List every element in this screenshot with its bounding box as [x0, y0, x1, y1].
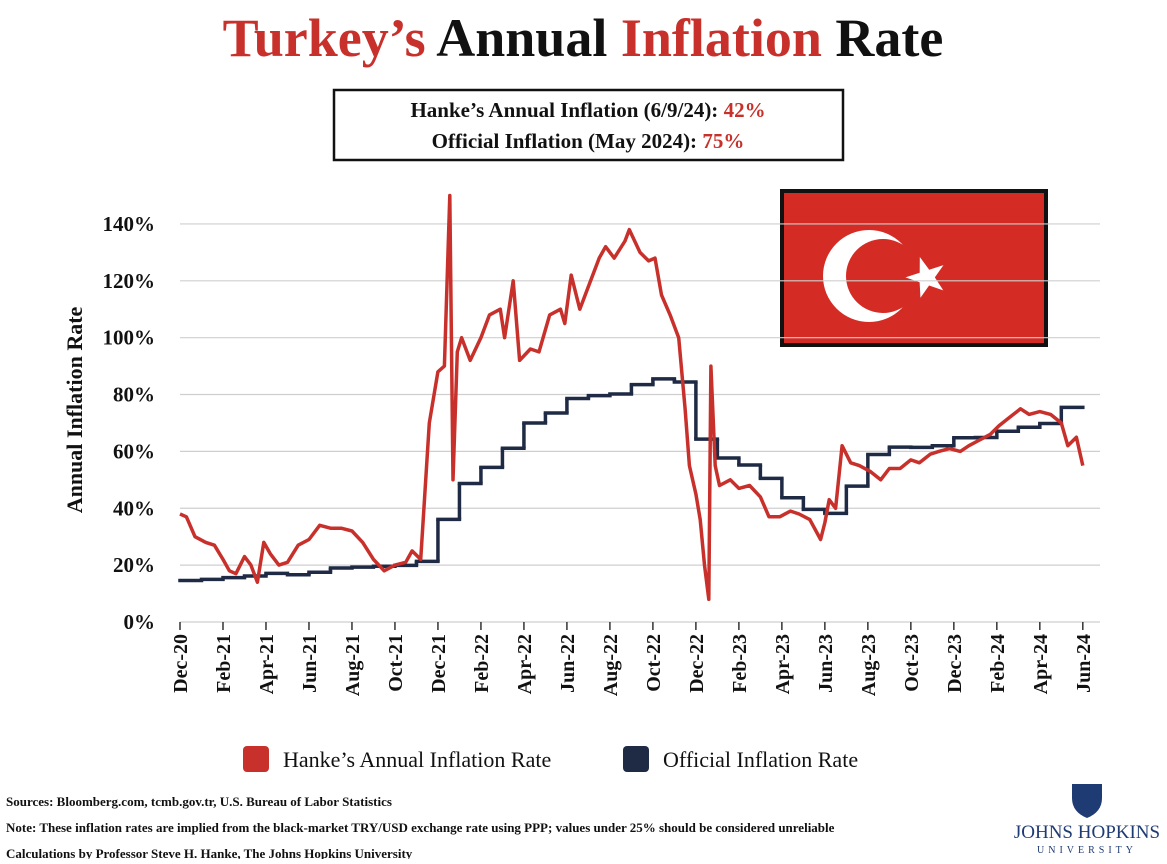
footer-note: Sources: Bloomberg.com, tcmb.gov.tr, U.S…: [6, 794, 392, 809]
x-tick-label: Apr-21: [256, 634, 278, 694]
legend-swatch: [243, 746, 269, 772]
x-tick-label: Feb-23: [729, 634, 751, 693]
y-tick-label: 80%: [113, 383, 155, 407]
y-tick-label: 60%: [113, 439, 155, 463]
info-label: Official Inflation (May 2024):: [432, 129, 697, 153]
footer-note: Calculations by Professor Steve H. Hanke…: [6, 846, 413, 859]
title-word: Inflation: [621, 8, 822, 68]
y-tick-label: 100%: [103, 326, 156, 350]
x-tick-label: Oct-23: [901, 634, 923, 692]
legend-label: Official Inflation Rate: [663, 747, 858, 772]
info-label: Hanke’s Annual Inflation (6/9/24):: [410, 98, 718, 122]
official-line: [178, 377, 1085, 583]
info-box: [332, 88, 845, 162]
x-tick-label: Feb-24: [987, 634, 1009, 693]
info-line: Official Inflation (May 2024): 75%: [432, 129, 745, 153]
y-tick-label: 140%: [103, 212, 156, 236]
x-tick-label: Dec-21: [428, 634, 450, 693]
x-tick-label: Feb-21: [213, 634, 235, 693]
logo-name: JOHNS HOPKINS: [1014, 822, 1160, 843]
jhu-logo: JOHNS HOPKINS UNIVERSITY: [1014, 784, 1160, 856]
y-tick-label: 20%: [113, 553, 155, 577]
x-tick-label: Dec-23: [944, 634, 966, 693]
x-tick-label: Apr-24: [1030, 634, 1052, 694]
footer-note: Note: These inflation rates are implied …: [6, 820, 835, 835]
legend-swatch: [623, 746, 649, 772]
title-word: Annual: [436, 8, 607, 68]
flag-star: [905, 256, 944, 298]
y-tick-label: 40%: [113, 496, 155, 520]
chart-title: Turkey’s Annual Inflation Rate: [223, 8, 944, 68]
info-line: Hanke’s Annual Inflation (6/9/24): 42%: [410, 98, 765, 122]
x-tick-label: Dec-22: [686, 634, 708, 693]
flag: [780, 189, 1048, 347]
x-tick-label: Feb-22: [471, 634, 493, 693]
x-tick-label: Apr-22: [514, 634, 536, 694]
x-tick-label: Oct-21: [385, 634, 407, 692]
x-tick-label: Oct-22: [643, 634, 665, 692]
x-tick-label: Jun-24: [1073, 634, 1095, 693]
x-tick-label: Dec-20: [170, 634, 192, 693]
logo-shield: [1072, 784, 1102, 818]
info-value: 42%: [724, 98, 766, 122]
x-tick-label: Jun-21: [299, 634, 321, 693]
title-word: Rate: [835, 8, 943, 68]
x-tick-label: Apr-23: [772, 634, 794, 694]
y-axis-label: Annual Inflation Rate: [62, 306, 87, 513]
title-word: Turkey’s: [223, 8, 426, 68]
x-tick-label: Jun-23: [815, 634, 837, 693]
info-value: 75%: [702, 129, 744, 153]
logo-sub: UNIVERSITY: [1037, 845, 1137, 856]
y-tick-label: 0%: [124, 610, 156, 634]
x-tick-label: Aug-22: [600, 634, 622, 696]
y-tick-label: 120%: [103, 269, 156, 293]
x-tick-label: Jun-22: [557, 634, 579, 693]
legend-label: Hanke’s Annual Inflation Rate: [283, 747, 551, 772]
x-tick-label: Aug-21: [342, 634, 364, 696]
x-tick-label: Aug-23: [858, 634, 880, 696]
flag-crescent-cut: [846, 239, 920, 313]
hanke-line: [179, 193, 1085, 602]
